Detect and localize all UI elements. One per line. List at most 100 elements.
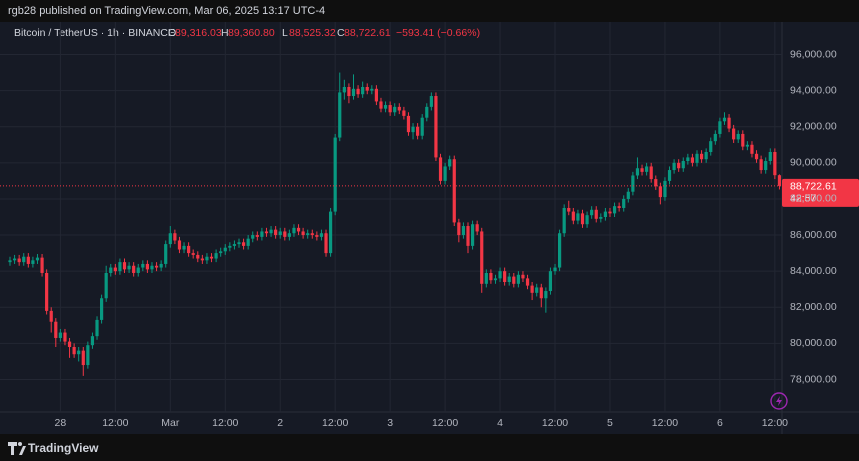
y-tick-label: 84,000.00: [790, 265, 837, 277]
candle-body: [54, 321, 58, 338]
candle-body: [558, 233, 562, 268]
y-tick-label: 82,000.00: [790, 301, 837, 313]
candle-body: [22, 256, 26, 263]
candle-body: [681, 161, 685, 169]
candle-body: [617, 206, 621, 208]
candle-body: [544, 291, 548, 299]
candle-body: [388, 105, 392, 113]
x-tick-label: 12:00: [322, 417, 348, 429]
candle-body: [205, 256, 209, 261]
candle-body: [113, 267, 117, 272]
candle-body: [333, 137, 337, 212]
candle-body: [315, 235, 319, 237]
candle-body: [709, 141, 713, 152]
candle-body: [535, 287, 539, 293]
candle-body: [773, 152, 777, 176]
y-tick-label: 78,000.00: [790, 373, 837, 385]
candle-body: [732, 128, 736, 140]
candle-body: [67, 341, 72, 347]
x-tick-label: 12:00: [762, 417, 788, 429]
candle-body: [521, 274, 525, 279]
x-tick-label: 12:00: [542, 417, 568, 429]
candle-body: [626, 191, 630, 199]
candle-body: [150, 265, 154, 270]
ohlc-value: 89,360.80: [228, 27, 275, 39]
candle-body: [200, 258, 204, 261]
x-tick-label: 5: [607, 417, 613, 429]
candle-body: [35, 257, 40, 261]
candle-body: [251, 235, 255, 239]
candle-body: [338, 92, 342, 138]
candle-body: [63, 332, 67, 342]
y-tick-label: 86,000.00: [790, 229, 837, 241]
candle-body: [690, 157, 695, 163]
candle-body: [145, 263, 149, 270]
candle-body: [241, 242, 246, 246]
candle-body: [759, 159, 763, 171]
candle-body: [214, 253, 218, 259]
candle-body: [168, 233, 172, 245]
candle-body: [182, 245, 186, 250]
candle-body: [100, 298, 104, 320]
candle-body: [411, 126, 415, 133]
candle-body: [232, 244, 237, 246]
candle-body: [219, 251, 223, 254]
candle-body: [489, 272, 493, 281]
candle-body: [645, 166, 649, 172]
candle-body: [530, 285, 534, 293]
candle-body: [361, 87, 365, 95]
candle-body: [631, 175, 635, 192]
candle-body: [686, 157, 690, 162]
candle-body: [718, 121, 722, 134]
candle-body: [590, 209, 594, 216]
y-tick-label: 94,000.00: [790, 84, 837, 96]
candle-body: [347, 87, 351, 97]
candle-body: [164, 244, 168, 264]
candle-body: [356, 88, 360, 95]
change: −593.41 (−0.66%): [396, 27, 480, 39]
candle-body: [81, 350, 85, 366]
candle-body: [17, 258, 21, 263]
ohlc-value: 88,525.32: [289, 27, 336, 39]
candle-body: [493, 278, 498, 281]
candle-body: [58, 332, 62, 338]
candle-body: [727, 117, 731, 129]
candle-body: [228, 245, 232, 248]
x-tick-label: 12:00: [102, 417, 128, 429]
candle-body: [365, 87, 369, 91]
candle-body: [301, 231, 305, 236]
last-price-box: [782, 178, 859, 207]
candle-body: [448, 159, 452, 167]
ohlc-key: C: [337, 27, 345, 39]
candle-body: [141, 263, 145, 268]
ohlc-value: 88,722.61: [344, 27, 391, 39]
candle-body: [640, 168, 644, 172]
candle-body: [12, 258, 17, 261]
candle-body: [461, 226, 466, 236]
candles: [8, 72, 782, 376]
candle-body: [296, 227, 301, 232]
candle-body: [654, 179, 658, 187]
candle-body: [539, 287, 543, 299]
candle-body: [658, 186, 662, 198]
candle-body: [750, 144, 754, 154]
candle-body: [576, 213, 580, 221]
candle-body: [466, 226, 470, 246]
candle-body: [287, 233, 291, 237]
candle-body: [319, 233, 324, 237]
candle-body: [393, 106, 397, 113]
candle-body: [457, 222, 461, 236]
candle-body: [695, 153, 699, 163]
candle-body: [49, 310, 53, 322]
candle-body: [745, 144, 749, 147]
candle-body: [77, 350, 81, 355]
candle-body: [667, 170, 672, 181]
candle-body: [429, 96, 433, 107]
candle-body: [406, 115, 411, 133]
countdown: 42:57: [790, 193, 816, 205]
candle-body: [351, 88, 356, 97]
candle-body: [127, 265, 131, 270]
candle-body: [663, 180, 667, 198]
